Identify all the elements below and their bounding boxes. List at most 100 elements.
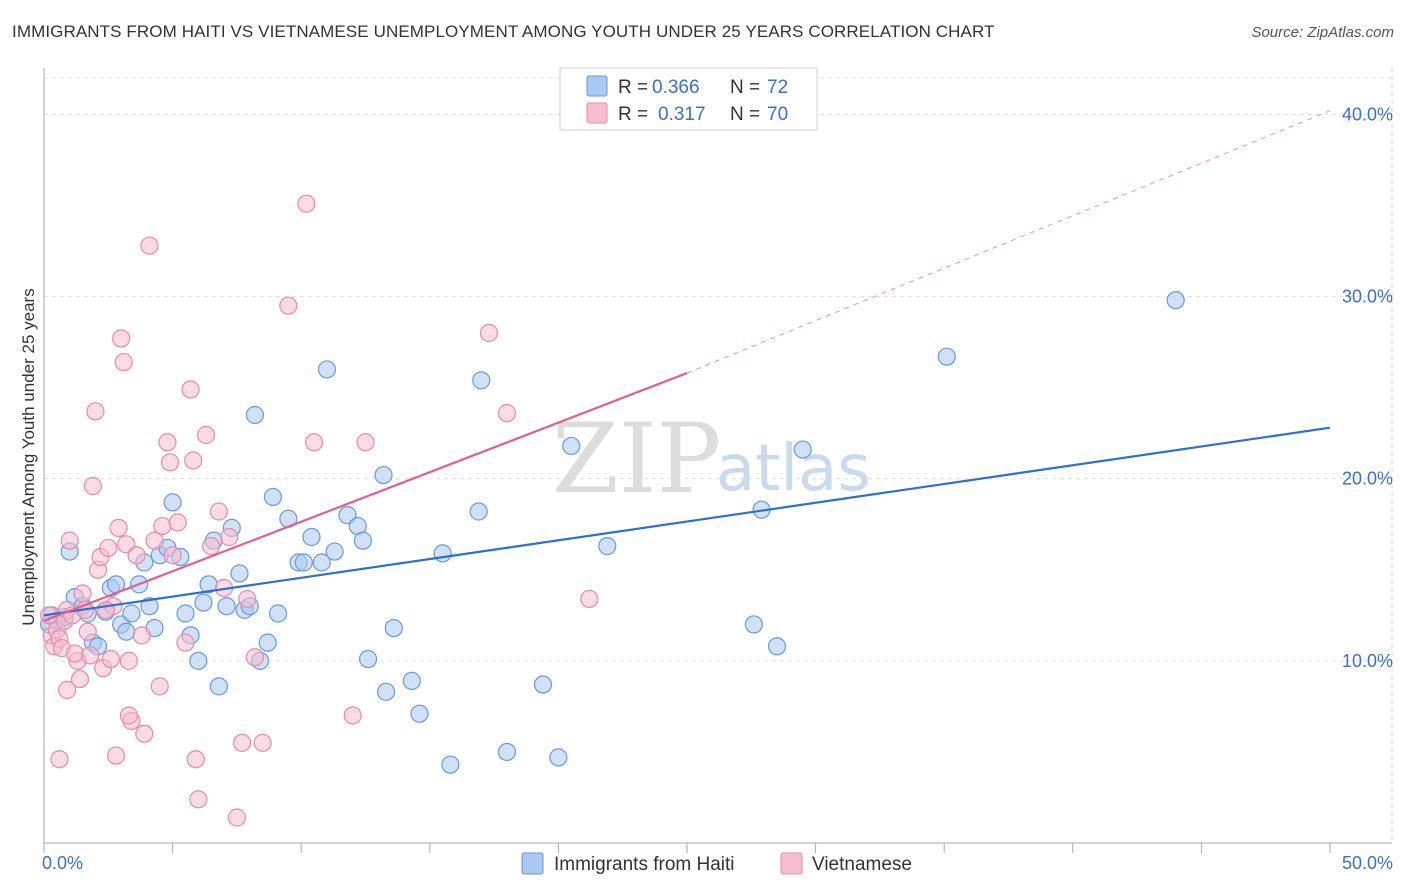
vietnamese-point bbox=[297, 194, 316, 213]
axes bbox=[43, 68, 1392, 853]
vietnamese-point bbox=[232, 733, 252, 752]
bottom-legend-label-haiti: Immigrants from Haiti bbox=[554, 854, 735, 875]
vietnamese-point bbox=[196, 425, 216, 445]
vietnamese-point bbox=[238, 589, 257, 609]
vietnamese-point bbox=[58, 680, 77, 700]
bottom-legend-label-vietnamese: Vietnamese bbox=[812, 854, 912, 875]
tick-labels: 10.0% 20.0% 30.0% 40.0% 0.0% 50.0% bbox=[42, 104, 1393, 873]
haiti-point bbox=[598, 537, 617, 556]
vietnamese-point bbox=[186, 750, 205, 769]
haiti-point bbox=[140, 597, 159, 616]
vietnamese-point bbox=[81, 646, 100, 665]
haiti-point bbox=[433, 544, 452, 563]
vietnamese-point bbox=[70, 669, 90, 689]
haiti-point bbox=[122, 604, 141, 623]
vietnamese-point bbox=[163, 546, 182, 565]
vietnamese-point bbox=[109, 518, 128, 537]
vietnamese-point bbox=[86, 402, 105, 421]
haiti-point bbox=[294, 553, 313, 572]
haiti-point bbox=[194, 593, 213, 612]
haiti-point bbox=[402, 671, 421, 690]
vietnamese-point bbox=[497, 404, 517, 423]
vietnamese-point bbox=[145, 531, 164, 550]
grid-lines bbox=[44, 68, 1393, 843]
watermark: ZIP atlas bbox=[552, 403, 871, 515]
haiti-point bbox=[317, 360, 337, 379]
y-tick-label: 20.0% bbox=[1342, 469, 1393, 489]
haiti-point bbox=[176, 604, 195, 623]
vietnamese-point bbox=[176, 633, 195, 652]
vietnamese-point bbox=[50, 750, 69, 769]
vietnamese-point bbox=[209, 502, 228, 521]
vietnamese-point bbox=[127, 546, 146, 565]
legend-r-label-vietnamese: R = bbox=[618, 104, 648, 125]
vietnamese-point bbox=[184, 451, 203, 470]
haiti-point bbox=[302, 527, 321, 547]
vietnamese-point bbox=[245, 648, 265, 667]
haiti-point bbox=[549, 748, 568, 767]
haiti-point bbox=[209, 677, 228, 696]
vietnamese-point bbox=[181, 380, 200, 399]
vietnamese-point bbox=[135, 724, 154, 743]
bottom-legend: Immigrants from Haiti Vietnamese bbox=[521, 852, 912, 875]
haiti-point bbox=[744, 615, 763, 634]
haiti-point bbox=[441, 755, 460, 774]
vietnamese-point bbox=[106, 746, 126, 765]
legend-r-label-haiti: R = bbox=[618, 77, 648, 98]
x-tick-label: 50.0% bbox=[1342, 853, 1393, 873]
vietnamese-point bbox=[343, 706, 362, 725]
haiti-point bbox=[217, 597, 236, 616]
chart-title: IMMIGRANTS FROM HAITI VS VIETNAMESE UNEM… bbox=[12, 22, 995, 41]
haiti-point bbox=[258, 633, 277, 652]
vietnamese-point bbox=[96, 600, 115, 619]
haiti-point bbox=[189, 651, 208, 670]
vietnamese-point bbox=[150, 677, 169, 696]
haiti-point bbox=[325, 542, 344, 561]
haiti-point bbox=[376, 682, 396, 701]
vietnamese-point bbox=[119, 706, 138, 725]
vietnamese-point bbox=[227, 808, 246, 827]
vietnamese-point bbox=[160, 453, 180, 472]
vietnamese-point bbox=[65, 644, 84, 663]
vietnamese-point bbox=[140, 236, 159, 255]
legend-n-label-vietnamese: N = bbox=[730, 104, 760, 125]
vietnamese-point bbox=[202, 537, 221, 556]
y-tick-label: 30.0% bbox=[1342, 287, 1393, 307]
haiti-point bbox=[163, 493, 182, 512]
trend-lines bbox=[43, 110, 1331, 622]
haiti-point bbox=[472, 371, 491, 390]
data-points bbox=[40, 194, 1185, 827]
vietnamese-point bbox=[101, 649, 120, 669]
vietnamese-point bbox=[220, 527, 239, 547]
watermark-zip: ZIP bbox=[552, 403, 721, 515]
haiti-point bbox=[937, 347, 956, 366]
haiti-point bbox=[358, 649, 378, 669]
vietnamese-point bbox=[279, 296, 298, 315]
haiti-point bbox=[497, 742, 517, 762]
haiti-point bbox=[353, 531, 373, 550]
haiti-point bbox=[374, 465, 393, 485]
vietnamese-point bbox=[304, 433, 324, 452]
haiti-point bbox=[767, 637, 787, 656]
y-tick-label: 40.0% bbox=[1342, 104, 1393, 124]
vietnamese-point bbox=[189, 790, 208, 809]
bottom-legend-swatch-vietnamese bbox=[780, 852, 803, 875]
vietnamese-point bbox=[132, 626, 151, 645]
vietnamese-point bbox=[119, 651, 138, 670]
legend-r-value-haiti: 0.366 bbox=[652, 77, 700, 98]
y-axis-title: Unemployment Among Youth under 25 years bbox=[19, 288, 38, 625]
vietnamese-point bbox=[253, 733, 272, 752]
legend-swatch-vietnamese bbox=[586, 102, 608, 124]
vietnamese-trend-line bbox=[43, 372, 688, 622]
haiti-point bbox=[245, 405, 265, 425]
x-tick-label: 0.0% bbox=[42, 853, 83, 873]
haiti-point bbox=[263, 487, 283, 507]
haiti-point bbox=[533, 675, 553, 694]
vietnamese-point bbox=[83, 476, 102, 496]
haiti-point bbox=[410, 704, 429, 723]
vietnamese-point bbox=[153, 516, 172, 536]
haiti-trend-line bbox=[43, 426, 1331, 617]
vietnamese-point bbox=[479, 323, 499, 343]
vietnamese-trend-extension bbox=[686, 110, 1331, 374]
